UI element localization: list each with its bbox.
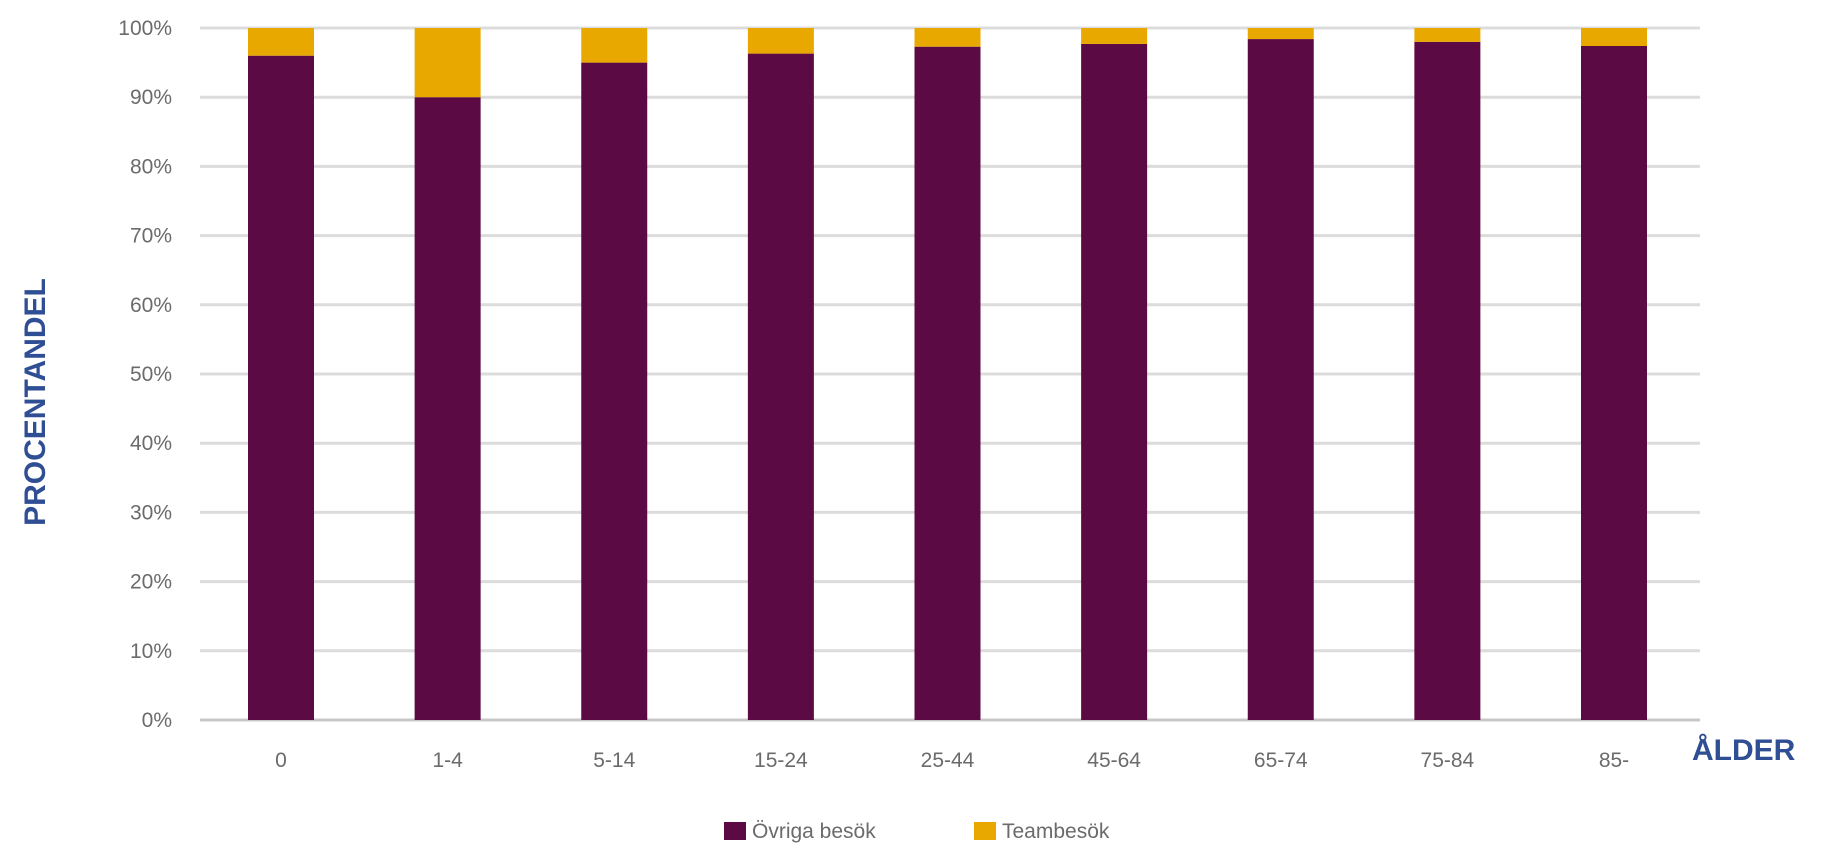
bar-segment-teambesok [1081,28,1148,44]
y-axis-title: PROCENTANDEL [19,278,52,526]
y-tick-label: 60% [130,294,172,317]
bar-segment-ovriga [747,53,814,720]
bar-segment-ovriga [248,55,314,721]
bar-segment-teambesok [1581,28,1647,46]
x-tick-label: 0 [275,749,287,772]
bar-segment-ovriga [1247,39,1314,720]
bar-segment-ovriga [1414,41,1481,720]
legend-swatch-ovriga [724,822,746,840]
bar-segment-ovriga [581,62,648,721]
bar-segment-ovriga [1581,45,1647,720]
y-tick-label: 30% [130,501,172,524]
x-tick-label: 45-64 [1087,749,1141,772]
bars [248,28,1647,721]
x-tick-labels: 0 1-4 5-14 15-24 25-44 45-64 65-74 75-84 85- [275,749,1629,772]
bar-segment-ovriga [1081,43,1148,720]
x-tick-label: 75-84 [1421,749,1475,772]
bar-segment-ovriga [414,97,481,720]
bar-segment-teambesok [747,28,814,54]
y-tick-labels: 0% 10% 20% 30% 40% 50% 60% 70% 80% 90% 100% [118,17,172,732]
y-tick-label: 100% [118,17,172,40]
y-tick-label: 20% [130,571,172,594]
legend-label-teambesok: Teambesök [1002,820,1110,843]
x-tick-label: 15-24 [754,749,808,772]
legend-label-ovriga: Övriga besök [752,820,876,843]
bar-segment-ovriga [914,46,981,720]
bar-segment-teambesok [414,28,481,98]
x-tick-label: 5-14 [593,749,635,772]
x-tick-label: 85- [1599,749,1629,772]
y-tick-label: 90% [130,86,172,109]
y-tick-label: 10% [130,640,172,663]
bar-segment-teambesok [1247,28,1314,40]
bar-segment-teambesok [248,28,314,56]
x-axis-title: ÅLDER [1692,734,1796,767]
y-tick-label: 50% [130,363,172,386]
bar-segment-teambesok [914,28,981,47]
y-tick-label: 40% [130,432,172,455]
x-tick-label: 25-44 [921,749,975,772]
y-tick-label: 0% [142,709,172,732]
x-tick-label: 65-74 [1254,749,1308,772]
bar-segment-teambesok [581,28,648,63]
x-tick-label: 1-4 [432,749,463,772]
legend: Övriga besök Teambesök [724,820,1110,843]
y-tick-label: 80% [130,155,172,178]
legend-swatch-teambesok [974,822,996,840]
bar-segment-teambesok [1414,28,1481,42]
y-tick-label: 70% [130,225,172,248]
